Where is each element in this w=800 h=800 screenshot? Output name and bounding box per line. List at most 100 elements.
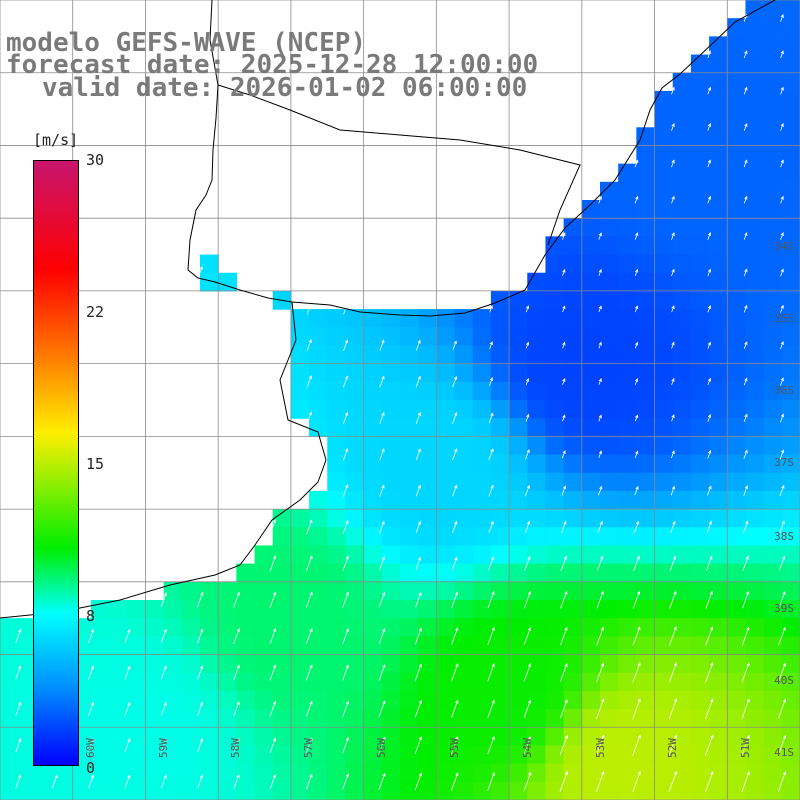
wind-cell bbox=[636, 563, 656, 583]
wind-arrow bbox=[562, 232, 566, 240]
wind-cell bbox=[527, 400, 547, 419]
wind-cell bbox=[563, 272, 583, 292]
wind-cell bbox=[418, 654, 437, 674]
wind-cell bbox=[600, 781, 619, 800]
wind-cell bbox=[400, 327, 419, 347]
wind-cell bbox=[290, 709, 310, 728]
wind-cell bbox=[672, 345, 692, 365]
wind-cell bbox=[690, 581, 710, 601]
wind-cell bbox=[200, 690, 219, 710]
colorbar-tick-0: 0 bbox=[86, 759, 96, 777]
wind-cell bbox=[400, 654, 419, 674]
wind-cell bbox=[436, 654, 456, 674]
wind-cell bbox=[654, 254, 674, 274]
wind-cell bbox=[545, 745, 565, 765]
wind-arrow bbox=[705, 662, 714, 683]
wind-cell bbox=[709, 54, 728, 74]
wind-cell bbox=[690, 418, 710, 437]
wind-cell bbox=[254, 618, 274, 637]
wind-cell bbox=[563, 581, 583, 601]
wind-cell bbox=[436, 763, 456, 783]
wind-cell bbox=[18, 745, 37, 765]
wind-cell bbox=[690, 327, 710, 347]
wind-cell bbox=[763, 54, 783, 74]
wind-cell bbox=[709, 127, 728, 147]
wind-cell bbox=[763, 181, 783, 201]
wind-cell bbox=[490, 636, 510, 656]
wind-cell bbox=[709, 309, 728, 328]
wind-cell bbox=[581, 272, 601, 292]
wind-cell bbox=[509, 672, 528, 692]
wind-cell bbox=[581, 400, 601, 419]
wind-cell bbox=[363, 490, 383, 510]
wind-cell bbox=[527, 436, 547, 456]
wind-cell bbox=[654, 545, 674, 565]
wind-cell bbox=[600, 272, 619, 292]
wind-cell bbox=[490, 527, 510, 547]
wind-cell bbox=[709, 90, 728, 110]
wind-cell bbox=[763, 618, 783, 637]
wind-cell bbox=[672, 290, 692, 310]
wind-cell bbox=[654, 381, 674, 401]
wind-cell bbox=[181, 690, 201, 710]
wind-cell bbox=[90, 618, 110, 637]
wind-arrow bbox=[560, 626, 568, 646]
wind-arrow bbox=[561, 450, 566, 459]
wind-cell bbox=[672, 309, 692, 328]
wind-cell bbox=[636, 254, 656, 274]
wind-arrow bbox=[780, 13, 784, 22]
wind-cell bbox=[781, 109, 800, 128]
wind-cell bbox=[709, 36, 728, 56]
wind-cell bbox=[763, 145, 783, 165]
wind-arrow bbox=[707, 195, 711, 204]
wind-cell bbox=[545, 272, 565, 292]
wind-cell bbox=[690, 290, 710, 310]
wind-cell bbox=[490, 654, 510, 674]
wind-cell bbox=[509, 727, 528, 747]
wind-cell bbox=[727, 309, 747, 328]
wind-cell bbox=[436, 436, 456, 456]
wind-arrow bbox=[632, 734, 641, 756]
wind-cell bbox=[654, 527, 674, 547]
wind-cell bbox=[272, 763, 292, 783]
wind-cell bbox=[290, 581, 310, 601]
wind-arrow bbox=[705, 734, 714, 756]
wind-cell bbox=[690, 490, 710, 510]
wind-cell bbox=[454, 581, 474, 601]
wind-cell bbox=[763, 654, 783, 674]
lon-label-57w: 57W bbox=[302, 738, 315, 758]
wind-cell bbox=[509, 309, 528, 328]
wind-cell bbox=[254, 690, 274, 710]
wind-arrow bbox=[632, 698, 641, 720]
wind-arrow bbox=[524, 520, 531, 534]
wind-cell bbox=[327, 472, 347, 492]
wind-cell bbox=[509, 327, 528, 347]
wind-cell bbox=[327, 509, 347, 528]
wind-cell bbox=[327, 454, 347, 474]
wind-cell bbox=[109, 763, 128, 783]
wind-cell bbox=[781, 563, 800, 583]
wind-cell bbox=[527, 581, 547, 601]
wind-cell bbox=[763, 527, 783, 547]
wind-arrow bbox=[487, 626, 495, 646]
wind-cell bbox=[418, 690, 437, 710]
wind-cell bbox=[363, 654, 383, 674]
wind-cell bbox=[654, 509, 674, 528]
wind-cell bbox=[618, 454, 637, 474]
wind-cell bbox=[781, 200, 800, 219]
wind-arrow bbox=[51, 774, 58, 789]
wind-cell bbox=[672, 545, 692, 565]
wind-cell bbox=[563, 436, 583, 456]
wind-cell bbox=[763, 309, 783, 328]
wind-cell bbox=[727, 436, 747, 456]
wind-cell bbox=[727, 218, 747, 237]
wind-cell bbox=[690, 781, 710, 800]
wind-cell bbox=[472, 745, 492, 765]
wind-cell bbox=[563, 381, 583, 401]
wind-cell bbox=[654, 363, 674, 383]
wind-cell bbox=[509, 654, 528, 674]
wind-cell bbox=[690, 381, 710, 401]
wind-cell bbox=[563, 400, 583, 419]
wind-cell bbox=[745, 690, 765, 710]
wind-cell bbox=[745, 545, 765, 565]
